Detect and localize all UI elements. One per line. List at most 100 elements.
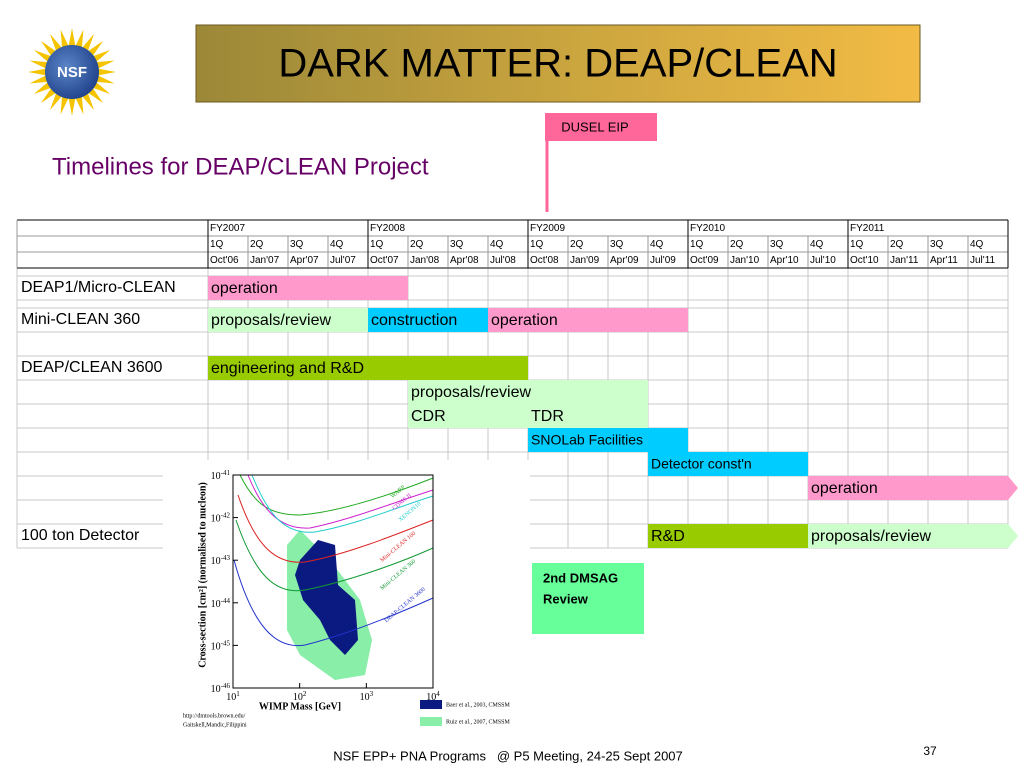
quarter-date: Jan'10 xyxy=(730,255,760,266)
timeline-table: FY2007 FY2008 FY2009 FY2010 FY2011 1Q 2Q 3Q 4Q 1Q… xyxy=(16,219,1018,549)
tick-base: 10 xyxy=(211,556,221,567)
timeline-bar xyxy=(808,524,1018,548)
tick-base: 10 xyxy=(211,684,221,695)
tick-label: 104 xyxy=(426,690,440,704)
bar-label: operation xyxy=(211,280,278,297)
curve xyxy=(237,494,434,563)
legend-swatch xyxy=(420,700,442,709)
bar-label: operation xyxy=(491,312,558,329)
quarter: 3Q xyxy=(610,239,624,250)
quarter: 1Q xyxy=(530,239,544,250)
curve xyxy=(239,474,434,516)
legend-label: Ruiz et al., 2007, CMSSM xyxy=(446,719,511,725)
quarter: 4Q xyxy=(330,239,344,250)
row-label: DEAP1/Micro-CLEAN xyxy=(21,279,176,296)
quarter-date: Apr'07 xyxy=(290,255,319,266)
bar-label: operation xyxy=(811,480,878,497)
logo-ray xyxy=(92,50,111,63)
quarter: 1Q xyxy=(210,239,224,250)
tick-base: 10 xyxy=(211,514,221,525)
bar-label: engineering and R&D xyxy=(211,360,364,377)
review-text: 2nd DMSAG xyxy=(543,570,618,585)
logo-ray xyxy=(50,33,63,52)
credit: Gaitskell,Mandic,Filippini xyxy=(183,722,247,728)
milestone-box xyxy=(545,113,657,141)
fiscal-year: FY2008 xyxy=(370,223,405,234)
quarter-date: Jul'11 xyxy=(970,255,996,266)
bar-label: Detector const'n xyxy=(651,456,752,472)
bar-label: proposals/review xyxy=(811,528,932,545)
tick-exponent: -46 xyxy=(221,682,231,690)
logo-ray xyxy=(29,75,48,84)
nsf-logo: NSF xyxy=(28,28,116,116)
tick-exponent: -41 xyxy=(221,469,231,477)
quarter: 1Q xyxy=(690,239,704,250)
timeline-bar xyxy=(208,356,528,380)
logo-ray xyxy=(68,97,76,116)
milestone-label: DUSEL EIP xyxy=(561,119,628,134)
timeline-bar xyxy=(648,524,808,548)
logo-ray xyxy=(40,40,57,57)
logo-ray xyxy=(29,60,48,69)
timeline-bar xyxy=(368,308,488,332)
legend-label: Baer et al., 2003, CMSSM xyxy=(446,702,510,708)
timeline-bar xyxy=(528,404,648,428)
tick-exponent: 2 xyxy=(303,690,307,698)
logo-ray xyxy=(75,96,84,115)
fiscal-year: FY2010 xyxy=(690,223,725,234)
quarter-date: Jan'09 xyxy=(570,255,600,266)
quarter-date: Jul'10 xyxy=(810,255,836,266)
quarter-date: Apr'10 xyxy=(770,255,799,266)
plot-frame xyxy=(232,474,434,689)
quarter: 4Q xyxy=(810,239,824,250)
tick-label: 10-41 xyxy=(211,469,231,483)
review-text: Review xyxy=(543,591,589,606)
logo-ray xyxy=(97,68,116,76)
logo-ray xyxy=(87,40,104,57)
quarter-date: Oct'06 xyxy=(210,255,239,266)
logo-ray xyxy=(81,33,94,52)
tick-exponent: -44 xyxy=(221,596,231,604)
tick-exponent: 3 xyxy=(370,690,374,698)
fiscal-year: FY2009 xyxy=(530,223,565,234)
logo-ray xyxy=(50,92,63,111)
logo-ray xyxy=(96,60,115,69)
quarter: 2Q xyxy=(890,239,904,250)
tick-label: 10-42 xyxy=(211,511,231,525)
title: DARK MATTER: DEAP/CLEAN xyxy=(278,42,837,86)
quarter-date: Apr'08 xyxy=(450,255,479,266)
page-number: 37 xyxy=(923,744,937,758)
tick-base: 10 xyxy=(426,692,436,703)
quarter: 1Q xyxy=(850,239,864,250)
row-label: Mini-CLEAN 360 xyxy=(21,311,140,328)
logo-ray xyxy=(40,87,57,104)
x-axis-label: WIMP Mass [GeV] xyxy=(259,701,341,712)
quarter: 1Q xyxy=(370,239,384,250)
curve xyxy=(235,519,434,592)
tick-label: 101 xyxy=(226,690,240,704)
tick-base: 10 xyxy=(211,471,221,482)
subtitle: Timelines for DEAP/CLEAN Project xyxy=(52,153,429,180)
review-box xyxy=(532,563,644,634)
quarter-date: Jul'07 xyxy=(330,255,356,266)
tick-exponent: -45 xyxy=(221,639,231,647)
timeline-bar xyxy=(408,404,528,428)
quarter: 2Q xyxy=(730,239,744,250)
quarter-date: Apr'09 xyxy=(610,255,639,266)
tick-label: 10-46 xyxy=(211,682,231,696)
curve xyxy=(247,474,434,529)
fiscal-year: FY2007 xyxy=(210,223,245,234)
logo-ray xyxy=(68,28,76,47)
tick-label: 103 xyxy=(360,690,374,704)
footer: NSF EPP+ PNA Programs @ P5 Meeting, 24-2… xyxy=(333,748,683,763)
timeline-bar xyxy=(208,308,368,332)
quarter: 3Q xyxy=(450,239,464,250)
quarter-date: Oct'08 xyxy=(530,255,559,266)
quarter: 2Q xyxy=(570,239,584,250)
limit-plot: Cross-section [cm²] (normalised to nucle… xyxy=(163,460,530,745)
bar-label: proposals/review xyxy=(211,312,332,329)
quarter: 2Q xyxy=(250,239,264,250)
row-label: 100 ton Detector xyxy=(21,527,140,544)
tick-base: 10 xyxy=(211,599,221,610)
tick-base: 10 xyxy=(360,692,370,703)
